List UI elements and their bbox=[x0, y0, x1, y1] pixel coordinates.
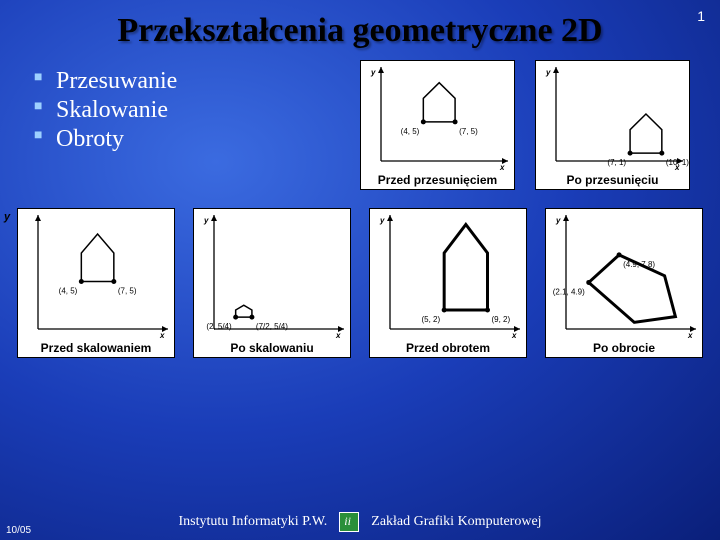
svg-text:(4.9, 7.8): (4.9, 7.8) bbox=[623, 260, 655, 269]
footer-date: 10/05 bbox=[6, 525, 31, 536]
logo-icon bbox=[339, 512, 359, 532]
svg-text:y: y bbox=[370, 68, 376, 77]
svg-text:(4, 5): (4, 5) bbox=[59, 287, 78, 296]
svg-text:(4, 5): (4, 5) bbox=[401, 127, 420, 136]
svg-text:(7, 5): (7, 5) bbox=[118, 287, 137, 296]
svg-text:(10, 1): (10, 1) bbox=[666, 158, 689, 167]
svg-text:(5, 2): (5, 2) bbox=[421, 315, 440, 324]
bullet-item: Przesuwanie bbox=[34, 68, 325, 95]
figure-caption: Przed przesunięciem bbox=[361, 173, 514, 187]
figure-caption: Przed obrotem bbox=[370, 341, 526, 355]
svg-text:(2, 5/4): (2, 5/4) bbox=[206, 322, 232, 331]
figure: x y (5, 2) (9, 2) Przed obrotem bbox=[369, 208, 527, 358]
footer: Instytutu Informatyki P.W. Zakład Grafik… bbox=[0, 512, 720, 532]
svg-text:y: y bbox=[555, 216, 561, 225]
svg-text:x: x bbox=[335, 331, 341, 340]
bullet-item: Skalowanie bbox=[34, 97, 325, 124]
svg-text:(7, 1): (7, 1) bbox=[607, 158, 626, 167]
figure: x y (2.1, 4.9) (4.9, 7.8) Po obrocie bbox=[545, 208, 703, 358]
svg-text:(7/2, 5/4): (7/2, 5/4) bbox=[256, 322, 288, 331]
top-row: Przesuwanie Skalowanie Obroty x y (4, 5) (7… bbox=[0, 56, 720, 190]
svg-text:x: x bbox=[159, 331, 165, 340]
figure: x y (2, 5/4) (7/2, 5/4) Po skalowaniu bbox=[193, 208, 351, 358]
svg-text:y: y bbox=[203, 216, 209, 225]
footer-right: Zakład Grafiki Komputerowej bbox=[371, 514, 541, 530]
svg-text:y: y bbox=[545, 68, 551, 77]
figure-caption: Po obrocie bbox=[546, 341, 702, 355]
svg-text:(7, 5): (7, 5) bbox=[459, 127, 478, 136]
footer-left: Instytutu Informatyki P.W. bbox=[178, 514, 327, 530]
figure: xy(7, 1)(10, 1)Po przesunięciu bbox=[535, 60, 690, 190]
svg-text:x: x bbox=[687, 331, 693, 340]
figure-caption: Po przesunięciu bbox=[536, 173, 689, 187]
svg-text:(9, 2): (9, 2) bbox=[492, 315, 511, 324]
axis-label: y bbox=[4, 211, 10, 223]
bottom-figures: x (4, 5) (7, 5) Przed skalowaniem y x y (2, 5/4… bbox=[0, 190, 720, 358]
bullet-list: Przesuwanie Skalowanie Obroty bbox=[10, 60, 325, 155]
svg-text:x: x bbox=[511, 331, 517, 340]
figure-caption: Przed skalowaniem bbox=[18, 341, 174, 355]
slide-title: Przekształcenia geometryczne 2D bbox=[0, 0, 720, 56]
page-number: 1 bbox=[697, 8, 705, 24]
svg-text:y: y bbox=[379, 216, 385, 225]
figure-caption: Po skalowaniu bbox=[194, 341, 350, 355]
svg-text:(2.1, 4.9): (2.1, 4.9) bbox=[553, 287, 585, 296]
bullet-item: Obroty bbox=[34, 126, 325, 153]
svg-text:x: x bbox=[499, 163, 505, 172]
figure: x(4, 5)(7, 5)Przed skalowaniemy bbox=[17, 208, 175, 358]
figure: x y (4, 5) (7, 5) Przed przesunięciem bbox=[360, 60, 515, 190]
top-figures: x y (4, 5) (7, 5) Przed przesunięciemx y (7, 1… bbox=[325, 60, 710, 190]
